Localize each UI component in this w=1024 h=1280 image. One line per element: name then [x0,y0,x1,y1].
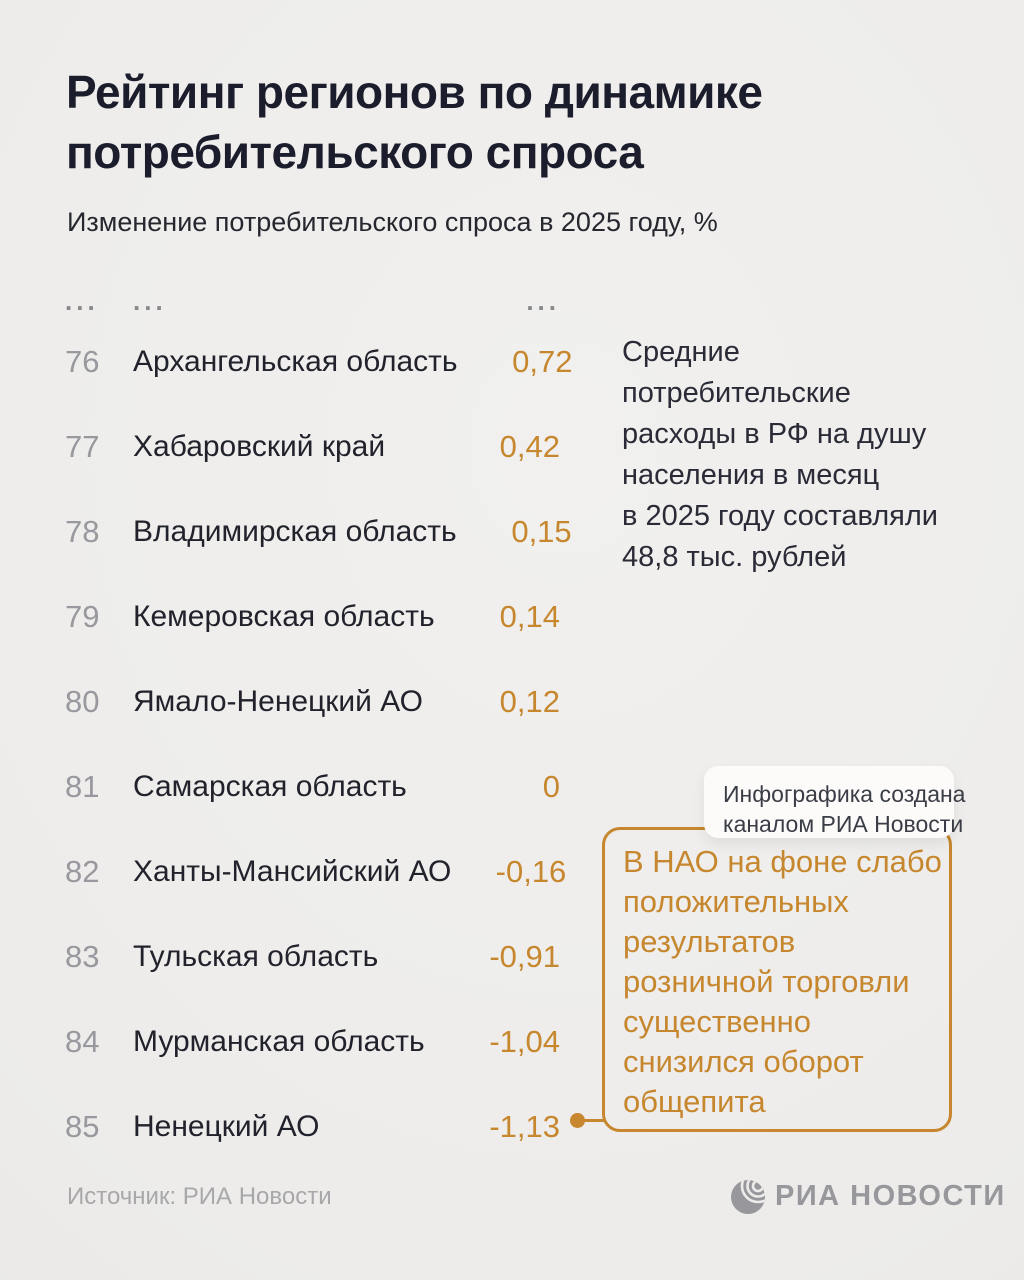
ellipsis-value: ... [526,285,560,316]
note-line: 48,8 тыс. рублей [622,541,847,573]
row-rank: 84 [65,1023,100,1059]
note-line: расходы в РФ на душу [622,418,927,450]
page-title: Рейтинг регионов по динамике потребитель… [66,66,763,178]
row-region: Мурманская область [133,1024,425,1058]
table-rows: 76 Архангельская область 0,72 77 Хабаров… [65,319,573,1169]
note-line: Средние [622,336,740,368]
row-rank: 77 [65,428,100,464]
row-value: 0,15 [511,513,572,549]
table-row: 83 Тульская область -0,91 [65,914,560,999]
table-row: 77 Хабаровский край 0,42 [65,404,560,489]
row-value: 0,14 [499,598,560,634]
callout-line: В НАО на фоне слабо [623,844,942,879]
row-rank: 78 [65,513,100,549]
ellipsis-rank: ... [65,285,99,316]
callout-line: положительных [623,884,849,919]
average-spending-note: Средние потребительские расходы в РФ на … [622,332,952,578]
credit-badge-line: каналом РИА Новости [723,811,964,837]
table-row: 78 Владимирская область 0,15 [65,489,572,574]
row-region: Архангельская область [133,344,458,378]
table-ellipsis-row: ... ... ... [65,283,560,319]
ellipsis-region: ... [133,285,167,316]
row-rank: 76 [65,343,100,379]
table-row: 82 Ханты-Мансийский АО -0,16 [65,829,566,914]
callout-connector-line [578,1119,605,1122]
row-rank: 82 [65,853,100,889]
callout-line: существенно [623,1004,811,1039]
callout-line: результатов [623,924,796,959]
row-value: -0,91 [489,938,560,974]
row-region: Хабаровский край [133,429,386,463]
row-value: 0,42 [499,428,560,464]
row-region: Тульская область [133,939,379,973]
ria-novosti-logo: РИА НОВОСТИ [728,1176,1006,1216]
note-line: в 2025 году составляли [622,500,938,532]
callout-line: розничной торговли [623,964,910,999]
row-region: Ненецкий АО [133,1109,320,1143]
table-row: 81 Самарская область 0 [65,744,560,829]
row-rank: 85 [65,1108,100,1144]
ranking-table: ... ... ... 76 Архангельская область 0,7… [65,283,573,1169]
table-row: 84 Мурманская область -1,04 [65,999,560,1084]
row-region: Самарская область [133,769,407,803]
globe-icon [731,1180,765,1214]
callout-line: общепита [623,1084,766,1119]
callout-connector-dot [570,1113,585,1128]
row-value: -0,16 [495,853,567,889]
nao-callout-box: В НАО на фоне слабо положительных резуль… [602,827,952,1132]
row-region: Кемеровская область [133,599,435,633]
row-value: -1,04 [489,1023,560,1059]
row-rank: 79 [65,598,100,634]
row-region: Владимирская область [133,514,457,548]
credit-badge: Инфографика создана каналом РИА Новости [704,766,966,838]
note-line: населения в месяц [622,459,880,491]
note-line: потребительские [622,377,851,409]
row-rank: 81 [65,768,100,804]
row-rank: 80 [65,683,100,719]
table-row: 76 Архангельская область 0,72 [65,319,573,404]
row-value: 0,12 [499,683,560,719]
row-rank: 83 [65,938,100,974]
page-subtitle: Изменение потребительского спроса в 2025… [67,207,718,237]
row-region: Ямало-Ненецкий АО [133,684,423,718]
logo-text: РИА НОВОСТИ [775,1179,1006,1212]
table-row: 80 Ямало-Ненецкий АО 0,12 [65,659,560,744]
row-region: Ханты-Мансийский АО [133,854,452,888]
callout-line: снизился оборот [623,1044,864,1079]
source-label: Источник: РИА Новости [67,1183,332,1210]
table-row: 79 Кемеровская область 0,14 [65,574,560,659]
table-row: 85 Ненецкий АО -1,13 [65,1084,560,1169]
row-value: 0,72 [512,343,573,379]
row-value: 0 [542,768,560,804]
credit-badge-line: Инфографика создана [723,781,966,807]
row-value: -1,13 [489,1108,560,1144]
